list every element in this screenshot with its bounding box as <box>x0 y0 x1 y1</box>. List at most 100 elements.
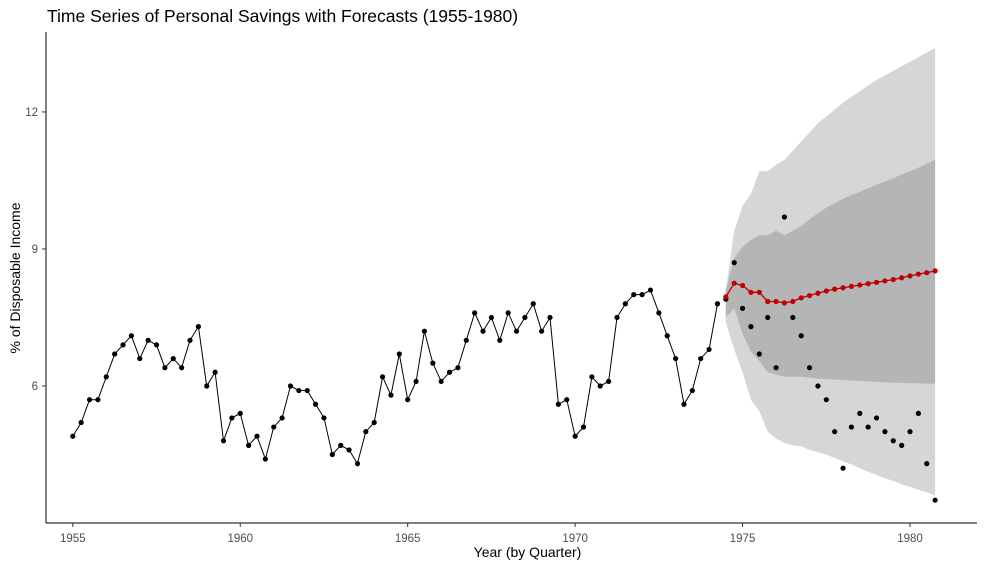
observed-point <box>689 387 695 394</box>
x-tick-label: 1975 <box>730 533 756 545</box>
y-axis-label: % of Disposable Income <box>7 202 23 354</box>
holdout-point <box>890 438 896 444</box>
holdout-point <box>823 397 829 403</box>
observed-point <box>212 369 218 375</box>
y-tick-label: 9 <box>32 244 38 256</box>
y-tick-label: 12 <box>25 107 38 119</box>
observed-point <box>329 451 335 458</box>
holdout-point <box>739 305 746 311</box>
observed-point <box>95 397 101 403</box>
observed-point <box>86 397 93 403</box>
observed-point <box>656 310 662 316</box>
holdout-point <box>873 415 880 421</box>
holdout-point <box>748 324 754 330</box>
observed-point <box>379 374 386 380</box>
observed-point <box>421 328 428 334</box>
observed-point <box>187 337 193 343</box>
observed-point <box>405 397 411 403</box>
forecast-point <box>915 271 921 277</box>
observed-point <box>564 397 570 403</box>
observed-point <box>354 461 361 467</box>
forecast-point <box>815 290 821 296</box>
holdout-point <box>832 429 838 435</box>
holdout-point <box>924 461 930 467</box>
observed-point <box>70 433 76 439</box>
forecast-point <box>873 279 880 285</box>
holdout-point <box>806 365 813 371</box>
observed-point <box>162 365 168 371</box>
observed-point <box>513 328 520 334</box>
forecast-point <box>907 273 913 279</box>
observed-point <box>597 383 603 389</box>
observed-point <box>312 401 319 407</box>
holdout-point <box>932 497 938 503</box>
forecast-point <box>781 300 788 306</box>
forecast-point <box>773 298 779 305</box>
observed-point <box>179 365 185 371</box>
holdout-point <box>915 410 921 416</box>
observed-point <box>413 378 419 385</box>
observed-point <box>304 387 310 394</box>
observed-point <box>639 292 645 298</box>
observed-point <box>396 351 402 357</box>
observed-point <box>78 419 84 426</box>
forecast-point <box>806 292 813 299</box>
observed-point <box>698 355 704 362</box>
observed-point <box>664 333 670 339</box>
forecast-point <box>840 285 846 291</box>
observed-point <box>271 424 277 430</box>
observed-point <box>580 424 587 430</box>
forecast-point <box>823 288 829 294</box>
observed-point <box>195 324 201 330</box>
holdout-point <box>899 442 905 448</box>
forecast-point <box>756 289 762 295</box>
forecast-point <box>932 268 938 274</box>
x-axis-label: Year (by Quarter) <box>473 544 582 560</box>
forecast-point <box>857 282 863 288</box>
holdout-point <box>790 314 796 321</box>
forecast-point <box>899 275 905 281</box>
holdout-point <box>907 429 913 435</box>
forecast-band-80 <box>725 159 936 384</box>
observed-series-line <box>72 289 718 465</box>
observed-point <box>606 378 612 385</box>
observed-point <box>480 328 486 334</box>
x-tick-label: 1960 <box>227 533 253 545</box>
holdout-point <box>773 365 779 371</box>
observed-point <box>505 310 511 316</box>
forecast-point <box>731 280 737 286</box>
holdout-point <box>840 465 846 471</box>
observed-point <box>262 456 268 462</box>
forecast-point <box>739 282 746 289</box>
observed-point <box>438 378 444 385</box>
observed-point <box>681 401 687 407</box>
x-tick-label: 1970 <box>562 533 588 545</box>
holdout-point <box>798 333 804 339</box>
observed-point <box>287 383 294 389</box>
forecast-point <box>890 276 896 283</box>
observed-point <box>555 401 561 407</box>
observed-point <box>279 415 285 421</box>
holdout-point <box>781 214 788 220</box>
observed-point <box>246 442 252 448</box>
observed-point <box>446 369 453 375</box>
observed-point <box>112 351 118 357</box>
observed-point <box>137 355 143 362</box>
y-tick-label: 6 <box>32 381 38 393</box>
observed-point <box>522 314 528 321</box>
observed-point <box>388 392 394 398</box>
observed-point <box>589 374 595 380</box>
x-tick-label: 1965 <box>395 533 421 545</box>
forecast-point <box>882 278 888 284</box>
observed-point <box>572 433 578 439</box>
observed-point <box>530 301 536 307</box>
holdout-point <box>731 260 737 266</box>
observed-point <box>229 415 235 421</box>
observed-point <box>120 342 126 348</box>
forecast-point <box>848 283 855 290</box>
observed-point <box>472 310 478 316</box>
x-tick-label: 1980 <box>897 533 923 545</box>
forecast-point <box>748 289 754 295</box>
observed-point <box>430 360 436 366</box>
observed-point <box>153 342 160 348</box>
